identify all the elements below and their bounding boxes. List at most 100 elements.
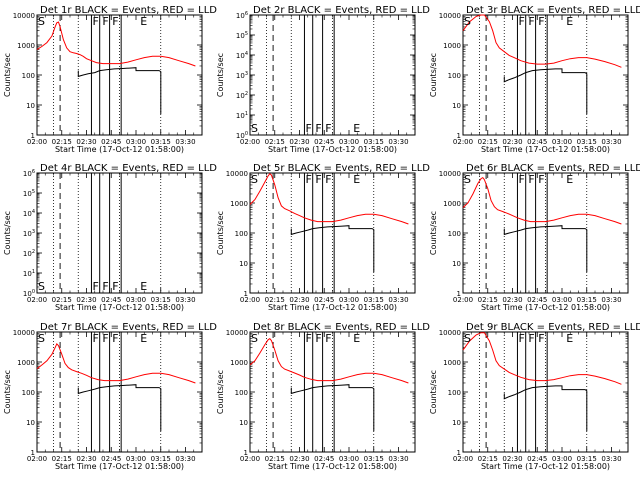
panel-det-4: Det 4r BLACK = Events, RED = LLD 100 101 10… [3,163,217,312]
x-tick-label: 02:30 [502,138,522,146]
y-tick-label: 10000 [226,170,248,178]
flare-marker-f: F [315,173,321,186]
y-tick-label: 10 [26,419,35,427]
flare-marker-f: F [112,280,118,293]
y-tick-label: 104 [23,209,35,218]
x-tick-label: 02:30 [289,455,309,463]
x-tick-label: 03:15 [364,296,384,304]
y-tick-label: 1 [31,449,35,457]
y-tick-label: 10000 [439,12,461,20]
events-curve [503,68,588,114]
panel-title: Det 7r BLACK = Events, RED = LLD [40,322,217,333]
y-tick-label: 100 [448,230,461,238]
panel-det-3: Det 3r BLACK = Events, RED = LLD 1 10 100 10… [429,5,640,154]
y-tick-label: 100 [448,72,461,80]
flare-marker-f: F [315,332,321,345]
lld-curve [462,14,622,68]
x-tick-label: 02:00 [240,455,260,463]
x-tick-label: 03:30 [601,455,621,463]
y-tick-label: 103 [236,71,248,80]
events-curve [77,384,162,431]
x-tick-label: 03:30 [175,296,195,304]
flare-marker-f: F [112,332,118,345]
flare-marker-f: F [92,280,98,293]
x-tick-label: 03:15 [151,296,171,304]
y-tick-label: 100 [22,72,35,80]
flare-marker-f: F [112,15,118,28]
flare-marker-f: F [325,173,331,186]
panel-title: Det 8r BLACK = Events, RED = LLD [253,322,430,333]
x-tick-label: 02:15 [52,296,72,304]
flare-marker-f: F [325,122,331,135]
flare-marker-f: F [102,15,108,28]
x-tick-label: 02:15 [478,138,498,146]
flare-marker-s: S [464,173,471,186]
y-tick-label: 1000 [443,359,461,367]
x-tick-label: 03:15 [364,455,384,463]
x-tick-label: 02:30 [76,296,96,304]
x-axis-label: Start Time (17-Oct-12 01:58:00) [55,462,184,471]
flare-marker-s: S [38,15,45,28]
x-tick-label: 02:00 [453,138,473,146]
flare-marker-f: F [102,332,108,345]
x-tick-label: 03:15 [577,138,597,146]
y-tick-label: 10000 [13,12,35,20]
x-tick-label: 02:00 [27,296,47,304]
x-tick-label: 03:30 [388,296,408,304]
flare-marker-e: E [566,332,573,345]
x-tick-label: 03:15 [577,296,597,304]
flare-marker-s: S [464,15,471,28]
panel-det-9: Det 9r BLACK = Events, RED = LLD 1 10 100 10… [429,322,640,471]
y-tick-label: 105 [23,189,35,198]
x-tick-label: 02:45 [314,138,334,146]
flare-marker-f: F [538,15,544,28]
y-tick-label: 100 [448,389,461,397]
y-axis-label: Counts/sec [3,211,12,255]
x-tick-label: 02:30 [502,455,522,463]
x-axis-label: Start Time (17-Oct-12 01:58:00) [268,303,397,312]
x-tick-label: 02:30 [76,455,96,463]
flare-marker-f: F [315,122,321,135]
x-tick-label: 02:45 [101,296,121,304]
lld-curve [249,172,409,225]
flare-marker-e: E [353,173,360,186]
panel-title: Det 1r BLACK = Events, RED = LLD [40,5,217,16]
flare-marker-f: F [305,332,311,345]
x-tick-label: 02:45 [101,455,121,463]
y-tick-label: 100 [236,131,248,140]
flare-marker-f: F [305,122,311,135]
y-tick-label: 10000 [226,329,248,337]
y-tick-label: 10 [452,260,461,268]
x-tick-label: 02:15 [265,455,285,463]
x-tick-label: 02:30 [76,138,96,146]
flare-marker-e: E [566,15,573,28]
x-tick-label: 03:00 [552,138,572,146]
x-tick-label: 02:00 [453,296,473,304]
x-tick-label: 03:15 [151,138,171,146]
y-tick-label: 1 [457,132,461,140]
flare-marker-s: S [251,332,258,345]
flare-marker-f: F [528,332,534,345]
y-tick-label: 10000 [439,170,461,178]
lld-curve [462,332,622,385]
y-tick-label: 1000 [17,359,35,367]
x-tick-label: 02:30 [289,296,309,304]
x-tick-label: 03:30 [175,455,195,463]
x-axis-label: Start Time (17-Oct-12 01:58:00) [55,145,184,154]
panel-det-6: Det 6r BLACK = Events, RED = LLD 1 10 100 10… [429,163,640,312]
y-tick-label: 103 [23,229,35,238]
x-tick-label: 03:00 [339,138,359,146]
lld-curve [249,338,409,384]
y-tick-label: 104 [236,51,248,60]
y-tick-label: 10 [239,260,248,268]
x-tick-label: 02:00 [240,296,260,304]
panel-title: Det 4r BLACK = Events, RED = LLD [40,163,217,174]
lld-curve [462,176,622,225]
flare-marker-f: F [325,332,331,345]
x-tick-label: 03:15 [577,455,597,463]
x-tick-label: 03:30 [601,138,621,146]
x-tick-label: 02:15 [265,296,285,304]
y-axis-label: Counts/sec [3,370,12,414]
lld-curve [36,343,196,384]
y-tick-label: 101 [23,269,35,278]
